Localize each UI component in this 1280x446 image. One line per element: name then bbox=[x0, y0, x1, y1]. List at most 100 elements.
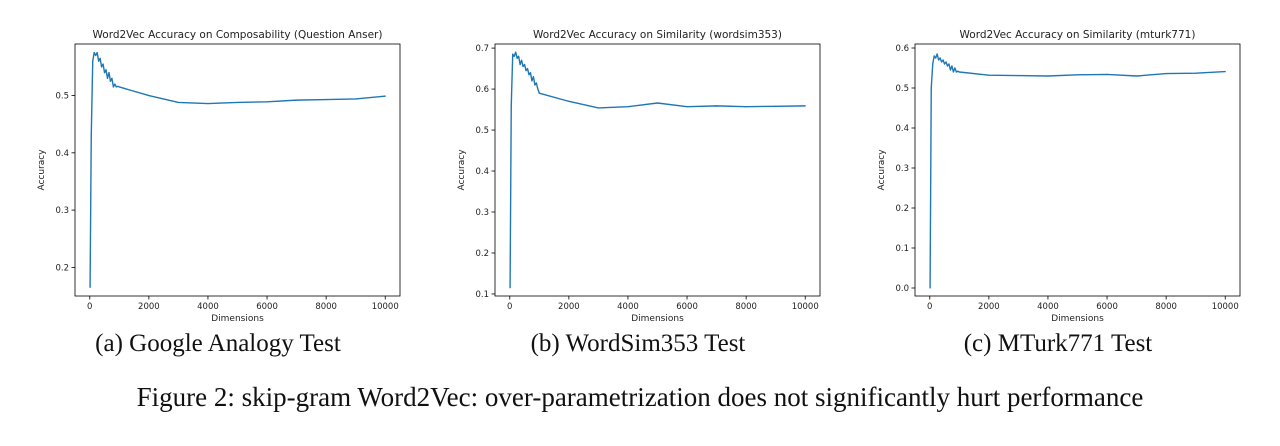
data-point bbox=[510, 104, 512, 107]
y-tick-label: 0.2 bbox=[55, 263, 69, 273]
data-point bbox=[236, 101, 239, 104]
data-point bbox=[568, 100, 570, 102]
y-tick-label: 0.4 bbox=[895, 124, 909, 134]
x-tick-label: 2000 bbox=[558, 302, 580, 312]
figure-caption: Figure 2: skip-gram Word2Vec: over-param… bbox=[136, 382, 1144, 412]
subcaption-c: (c) MTurk771 Test bbox=[963, 330, 1153, 357]
data-point bbox=[958, 71, 960, 73]
data-point bbox=[100, 66, 103, 68]
y-tick-label: 0.6 bbox=[895, 44, 909, 54]
data-point bbox=[537, 88, 539, 90]
data-point bbox=[207, 102, 209, 105]
data-point bbox=[95, 54, 97, 57]
data-point bbox=[1224, 71, 1226, 73]
data-point bbox=[520, 59, 523, 61]
chart-b-svg: Word2Vec Accuracy on Similarity (wordsim… bbox=[457, 29, 821, 324]
data-point bbox=[114, 83, 116, 85]
data-point bbox=[518, 55, 520, 57]
data-point bbox=[515, 51, 517, 53]
data-point bbox=[525, 70, 527, 72]
data-point bbox=[355, 98, 357, 100]
x-axis-label: Dimensions bbox=[211, 314, 264, 324]
data-point bbox=[102, 63, 104, 65]
y-tick-label: 0.1 bbox=[475, 290, 489, 300]
data-point bbox=[105, 69, 107, 71]
data-point bbox=[949, 69, 952, 71]
data-point bbox=[940, 61, 943, 63]
data-point bbox=[952, 71, 955, 73]
chart-title: Word2Vec Accuracy on Composability (Ques… bbox=[93, 29, 383, 41]
chart-panel-a: Word2Vec Accuracy on Composability (Ques… bbox=[30, 22, 410, 324]
data-point bbox=[112, 86, 115, 88]
data-point bbox=[118, 86, 120, 88]
y-tick-label: 0.2 bbox=[475, 249, 489, 259]
subcaption-a: (a) Google Analogy Test bbox=[95, 330, 341, 357]
data-point bbox=[1047, 75, 1049, 77]
y-tick-label: 0.5 bbox=[55, 92, 69, 102]
data-point bbox=[513, 55, 515, 57]
data-point bbox=[108, 72, 110, 74]
data-point bbox=[597, 107, 600, 109]
data-point bbox=[103, 72, 106, 74]
data-point bbox=[90, 135, 92, 137]
data-point bbox=[1195, 72, 1197, 74]
data-point bbox=[117, 85, 119, 87]
data-point bbox=[1017, 75, 1020, 77]
data-point bbox=[1106, 73, 1108, 75]
data-point bbox=[526, 67, 529, 70]
y-axis-label: Accuracy bbox=[457, 149, 467, 191]
data-point bbox=[535, 82, 537, 84]
data-point bbox=[92, 60, 94, 62]
data-point bbox=[509, 287, 511, 289]
x-tick-label: 8000 bbox=[1155, 302, 1177, 312]
x-tick-label: 8000 bbox=[315, 302, 337, 312]
data-point bbox=[177, 101, 180, 104]
data-point bbox=[534, 84, 536, 86]
data-point bbox=[775, 105, 777, 107]
x-tick-label: 6000 bbox=[256, 302, 278, 312]
data-point bbox=[266, 101, 268, 103]
data-point bbox=[538, 92, 540, 94]
y-tick-label: 0.3 bbox=[475, 208, 489, 218]
chart-c-svg: Word2Vec Accuracy on Similarity (mturk77… bbox=[877, 29, 1241, 324]
data-point bbox=[945, 61, 947, 63]
chart-panel-c: Word2Vec Accuracy on Similarity (mturk77… bbox=[870, 22, 1250, 324]
series-line bbox=[509, 51, 806, 288]
data-point bbox=[522, 65, 524, 68]
y-axis-label: Accuracy bbox=[37, 149, 47, 191]
y-tick-label: 0.0 bbox=[895, 284, 909, 294]
data-point bbox=[532, 76, 535, 78]
x-tick-label: 4000 bbox=[1037, 302, 1059, 312]
data-point bbox=[89, 286, 91, 289]
data-point bbox=[519, 63, 521, 66]
x-tick-label: 0 bbox=[507, 302, 512, 312]
y-tick-label: 0.3 bbox=[55, 206, 69, 216]
series-line bbox=[929, 53, 1226, 289]
data-point bbox=[946, 65, 949, 67]
x-tick-label: 4000 bbox=[617, 302, 639, 312]
data-point bbox=[943, 63, 946, 65]
x-tick-label: 10000 bbox=[372, 302, 399, 312]
y-tick-label: 0.5 bbox=[475, 126, 489, 136]
data-point bbox=[516, 57, 518, 59]
y-tick-label: 0.1 bbox=[895, 244, 909, 254]
x-tick-label: 6000 bbox=[676, 302, 698, 312]
plot-frame bbox=[494, 43, 821, 297]
data-point bbox=[938, 59, 940, 61]
data-point bbox=[528, 74, 530, 76]
x-tick-label: 10000 bbox=[1212, 302, 1239, 312]
y-tick-label: 0.5 bbox=[895, 84, 909, 94]
chart-title: Word2Vec Accuracy on Similarity (mturk77… bbox=[960, 29, 1196, 41]
data-point bbox=[930, 87, 932, 89]
series-line bbox=[89, 51, 386, 288]
data-point bbox=[93, 51, 95, 54]
chart-a-svg: Word2Vec Accuracy on Composability (Ques… bbox=[37, 29, 401, 324]
data-point bbox=[529, 72, 532, 74]
data-point bbox=[111, 77, 113, 79]
x-tick-label: 6000 bbox=[1096, 302, 1118, 312]
data-point bbox=[512, 53, 514, 55]
x-tick-label: 0 bbox=[927, 302, 932, 312]
data-point bbox=[948, 63, 950, 65]
data-point bbox=[148, 94, 150, 97]
